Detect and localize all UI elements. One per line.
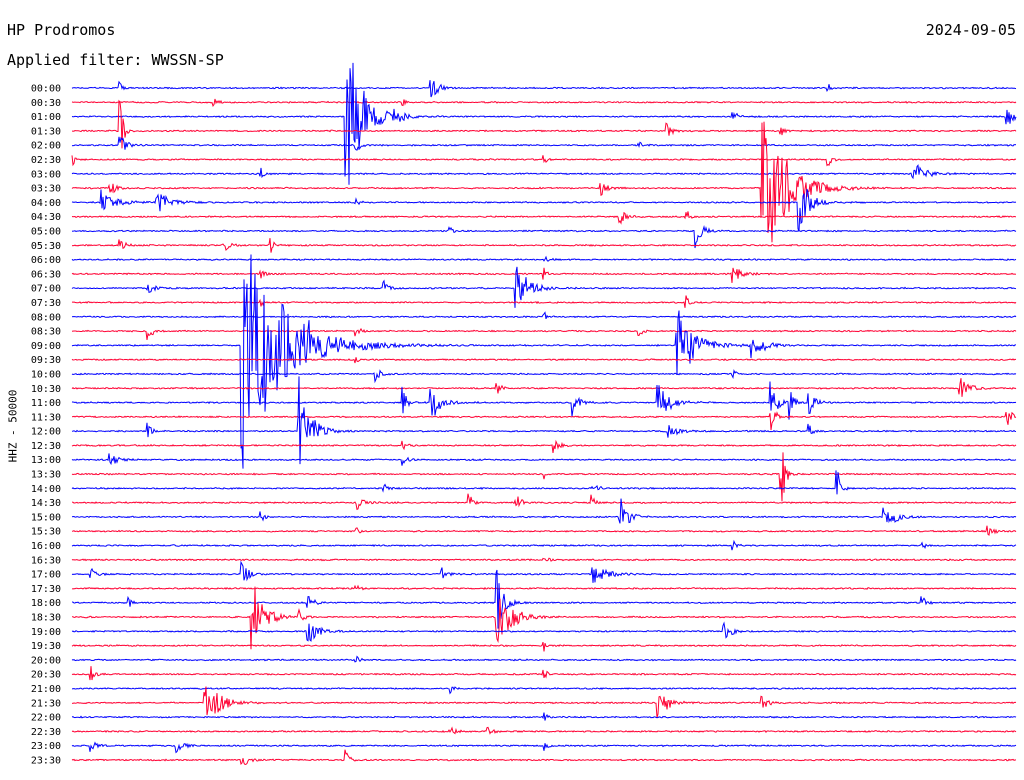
trace-line [72, 623, 1016, 641]
trace-line [72, 165, 1016, 178]
trace-line [72, 238, 1016, 253]
time-tick-label: 05:00 [31, 226, 61, 237]
time-tick-label: 09:30 [31, 355, 61, 366]
trace-line [72, 155, 1016, 165]
trace-line [72, 412, 1016, 430]
trace-line [72, 257, 1016, 261]
time-tick-label: 02:30 [31, 155, 61, 166]
trace-line [72, 255, 1016, 469]
time-tick-label: 00:00 [31, 84, 61, 95]
time-tick-label: 22:30 [31, 727, 61, 738]
time-tick-label: 07:30 [31, 298, 61, 309]
time-tick-label: 11:30 [31, 412, 61, 423]
time-tick-label: 15:00 [31, 512, 61, 523]
trace-line [72, 727, 1016, 733]
trace-line [72, 137, 1016, 150]
trace-line [72, 642, 1016, 651]
trace-line [72, 587, 1016, 650]
time-tick-label: 14:30 [31, 498, 61, 509]
trace-line [72, 713, 1016, 721]
trace-line [72, 371, 1016, 382]
time-tick-label: 10:00 [31, 369, 61, 380]
time-tick-label: 11:00 [31, 398, 61, 409]
time-tick-label: 08:30 [31, 327, 61, 338]
time-tick-label: 18:00 [31, 598, 61, 609]
time-tick-label: 08:00 [31, 312, 61, 323]
trace-line [72, 570, 1016, 629]
trace-line [72, 666, 1016, 680]
trace-line [72, 687, 1016, 693]
time-tick-label: 10:30 [31, 384, 61, 395]
time-tick-label: 13:30 [31, 470, 61, 481]
time-tick-label: 12:30 [31, 441, 61, 452]
trace-line [72, 296, 1016, 308]
trace-line [72, 357, 1016, 363]
time-tick-label: 15:30 [31, 527, 61, 538]
time-tick-label: 16:00 [31, 541, 61, 552]
time-tick-label: 16:30 [31, 555, 61, 566]
time-tick-labels: 00:00 00:30 01:00 01:30 02:00 02:30 03:00 03:30… [31, 84, 61, 767]
time-tick-label: 01:00 [31, 112, 61, 123]
trace-line [72, 586, 1016, 590]
time-tick-label: 23:00 [31, 741, 61, 752]
time-tick-label: 17:00 [31, 570, 61, 581]
trace-line [72, 382, 1016, 420]
time-tick-label: 21:30 [31, 698, 61, 709]
trace-line [72, 313, 1016, 319]
time-tick-label: 23:30 [31, 756, 61, 767]
time-tick-label: 04:30 [31, 212, 61, 223]
trace-line [72, 80, 1016, 97]
time-tick-label: 04:00 [31, 198, 61, 209]
time-tick-label: 22:00 [31, 713, 61, 724]
trace-line [72, 101, 1016, 148]
trace-line [72, 453, 1016, 465]
time-tick-label: 13:00 [31, 455, 61, 466]
time-tick-label: 19:30 [31, 641, 61, 652]
time-tick-label: 14:00 [31, 484, 61, 495]
trace-line [72, 541, 1016, 550]
time-tick-label: 20:00 [31, 655, 61, 666]
trace-line [72, 558, 1016, 561]
time-tick-label: 17:30 [31, 584, 61, 595]
trace-line [72, 189, 1016, 232]
time-tick-label: 00:30 [31, 98, 61, 109]
time-tick-label: 06:30 [31, 269, 61, 280]
trace-line [72, 63, 1016, 185]
trace-line [72, 657, 1016, 662]
time-tick-label: 21:00 [31, 684, 61, 695]
trace-line [72, 562, 1016, 583]
trace-line [72, 750, 1016, 765]
time-tick-label: 07:00 [31, 284, 61, 295]
trace-line [72, 268, 1016, 283]
trace-line [72, 122, 1016, 243]
time-tick-label: 06:00 [31, 255, 61, 266]
time-tick-label: 12:00 [31, 427, 61, 438]
time-tick-label: 01:30 [31, 126, 61, 137]
trace-line [72, 494, 1016, 510]
trace-line [72, 329, 1016, 340]
trace-line [72, 743, 1016, 753]
time-tick-label: 02:00 [31, 141, 61, 152]
time-tick-label: 03:00 [31, 169, 61, 180]
time-tick-label: 03:30 [31, 184, 61, 195]
time-tick-label: 09:00 [31, 341, 61, 352]
trace-line [72, 526, 1016, 535]
trace-line [72, 441, 1016, 453]
time-tick-label: 18:30 [31, 613, 61, 624]
time-tick-label: 05:30 [31, 241, 61, 252]
seismic-traces [72, 63, 1016, 765]
trace-line [72, 211, 1016, 223]
trace-line [72, 99, 1016, 106]
trace-line [72, 378, 1016, 397]
time-tick-label: 19:00 [31, 627, 61, 638]
time-tick-label: 20:30 [31, 670, 61, 681]
trace-line [72, 376, 1016, 464]
